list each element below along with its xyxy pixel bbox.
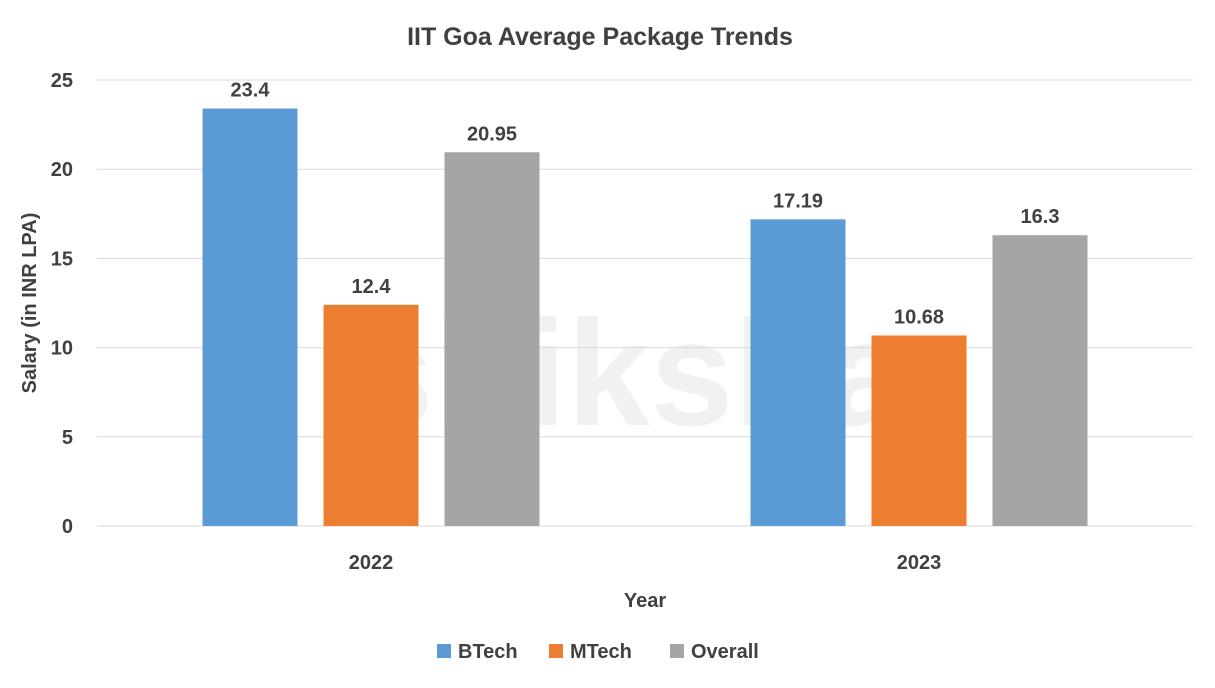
y-tick-label: 20 (51, 159, 73, 181)
y-tick-label: 15 (51, 248, 73, 270)
legend-swatch-btech (437, 644, 451, 658)
y-tick-label: 10 (51, 338, 73, 360)
bar-mtech-2023 (871, 335, 967, 526)
legend-swatch-overall (670, 644, 684, 658)
chart-title: IIT Goa Average Package Trends (407, 23, 793, 51)
y-tick-label: 5 (62, 427, 73, 449)
legend-label-mtech: MTech (570, 641, 632, 663)
legend-label-btech: BTech (458, 641, 518, 663)
bar-mtech-2022 (323, 304, 419, 526)
bar-overall-2023 (992, 235, 1088, 526)
y-tick-label: 0 (62, 516, 73, 538)
bar-btech-2023 (750, 219, 846, 527)
bar-btech-2022 (202, 108, 298, 526)
y-axis-label: Salary (in INR LPA) (19, 213, 41, 394)
bar-overall-2022 (444, 152, 540, 526)
data-label: 23.4 (231, 80, 271, 102)
x-axis-label: Year (624, 590, 666, 612)
legend-swatch-mtech (549, 644, 563, 658)
x-tick-label: 2022 (349, 552, 394, 574)
legend-label-overall: Overall (691, 641, 759, 663)
data-label: 20.95 (467, 123, 517, 145)
x-tick-label: 2023 (897, 552, 942, 574)
data-label: 10.68 (894, 306, 944, 328)
y-tick-label: 25 (51, 70, 73, 92)
data-label: 12.4 (352, 276, 392, 298)
data-label: 16.3 (1021, 206, 1060, 228)
data-label: 17.19 (773, 190, 823, 212)
